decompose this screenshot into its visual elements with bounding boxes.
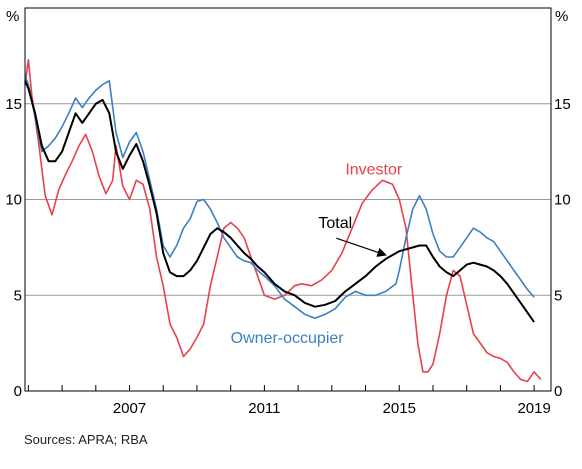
series-lines [24,58,542,383]
y-tick-label-right: 10 [554,192,571,209]
y-tick-label-left: 15 [5,96,22,113]
x-tick-label: 2011 [248,400,280,417]
y-tick-label-left: 5 [14,287,22,304]
y-tick-label-left: 0 [14,383,22,400]
annotation-total: Total [318,215,352,232]
series-line-owner-occupier [24,74,535,320]
y-tick-label-right: 15 [554,96,571,113]
x-tick-label: 2015 [383,400,416,417]
x-tick-label: 2019 [517,400,550,417]
x-tick-label: 2007 [113,400,146,417]
plot-frame [24,7,552,392]
gridlines [25,103,551,296]
y-unit-right: % [555,8,568,25]
annotation-investor: Investor [345,162,403,179]
y-tick-label-left: 10 [5,192,22,209]
y-tick-label-right: 5 [554,287,562,304]
annotation-owner-occupier: Owner-occupier [231,330,345,347]
y-tick-label-right: 0 [554,383,562,400]
series-annotations: Investor Total Owner-occupier [231,162,403,348]
total-arrow [336,237,387,257]
y-unit-left: % [6,8,19,25]
source-note: Sources: APRA; RBA [24,432,148,447]
axes: 0 0 5 5 10 10 15 15% % 2007 2011 2015 2019 [5,8,570,417]
series-line-investor [24,58,542,383]
series-line-total [24,80,535,323]
